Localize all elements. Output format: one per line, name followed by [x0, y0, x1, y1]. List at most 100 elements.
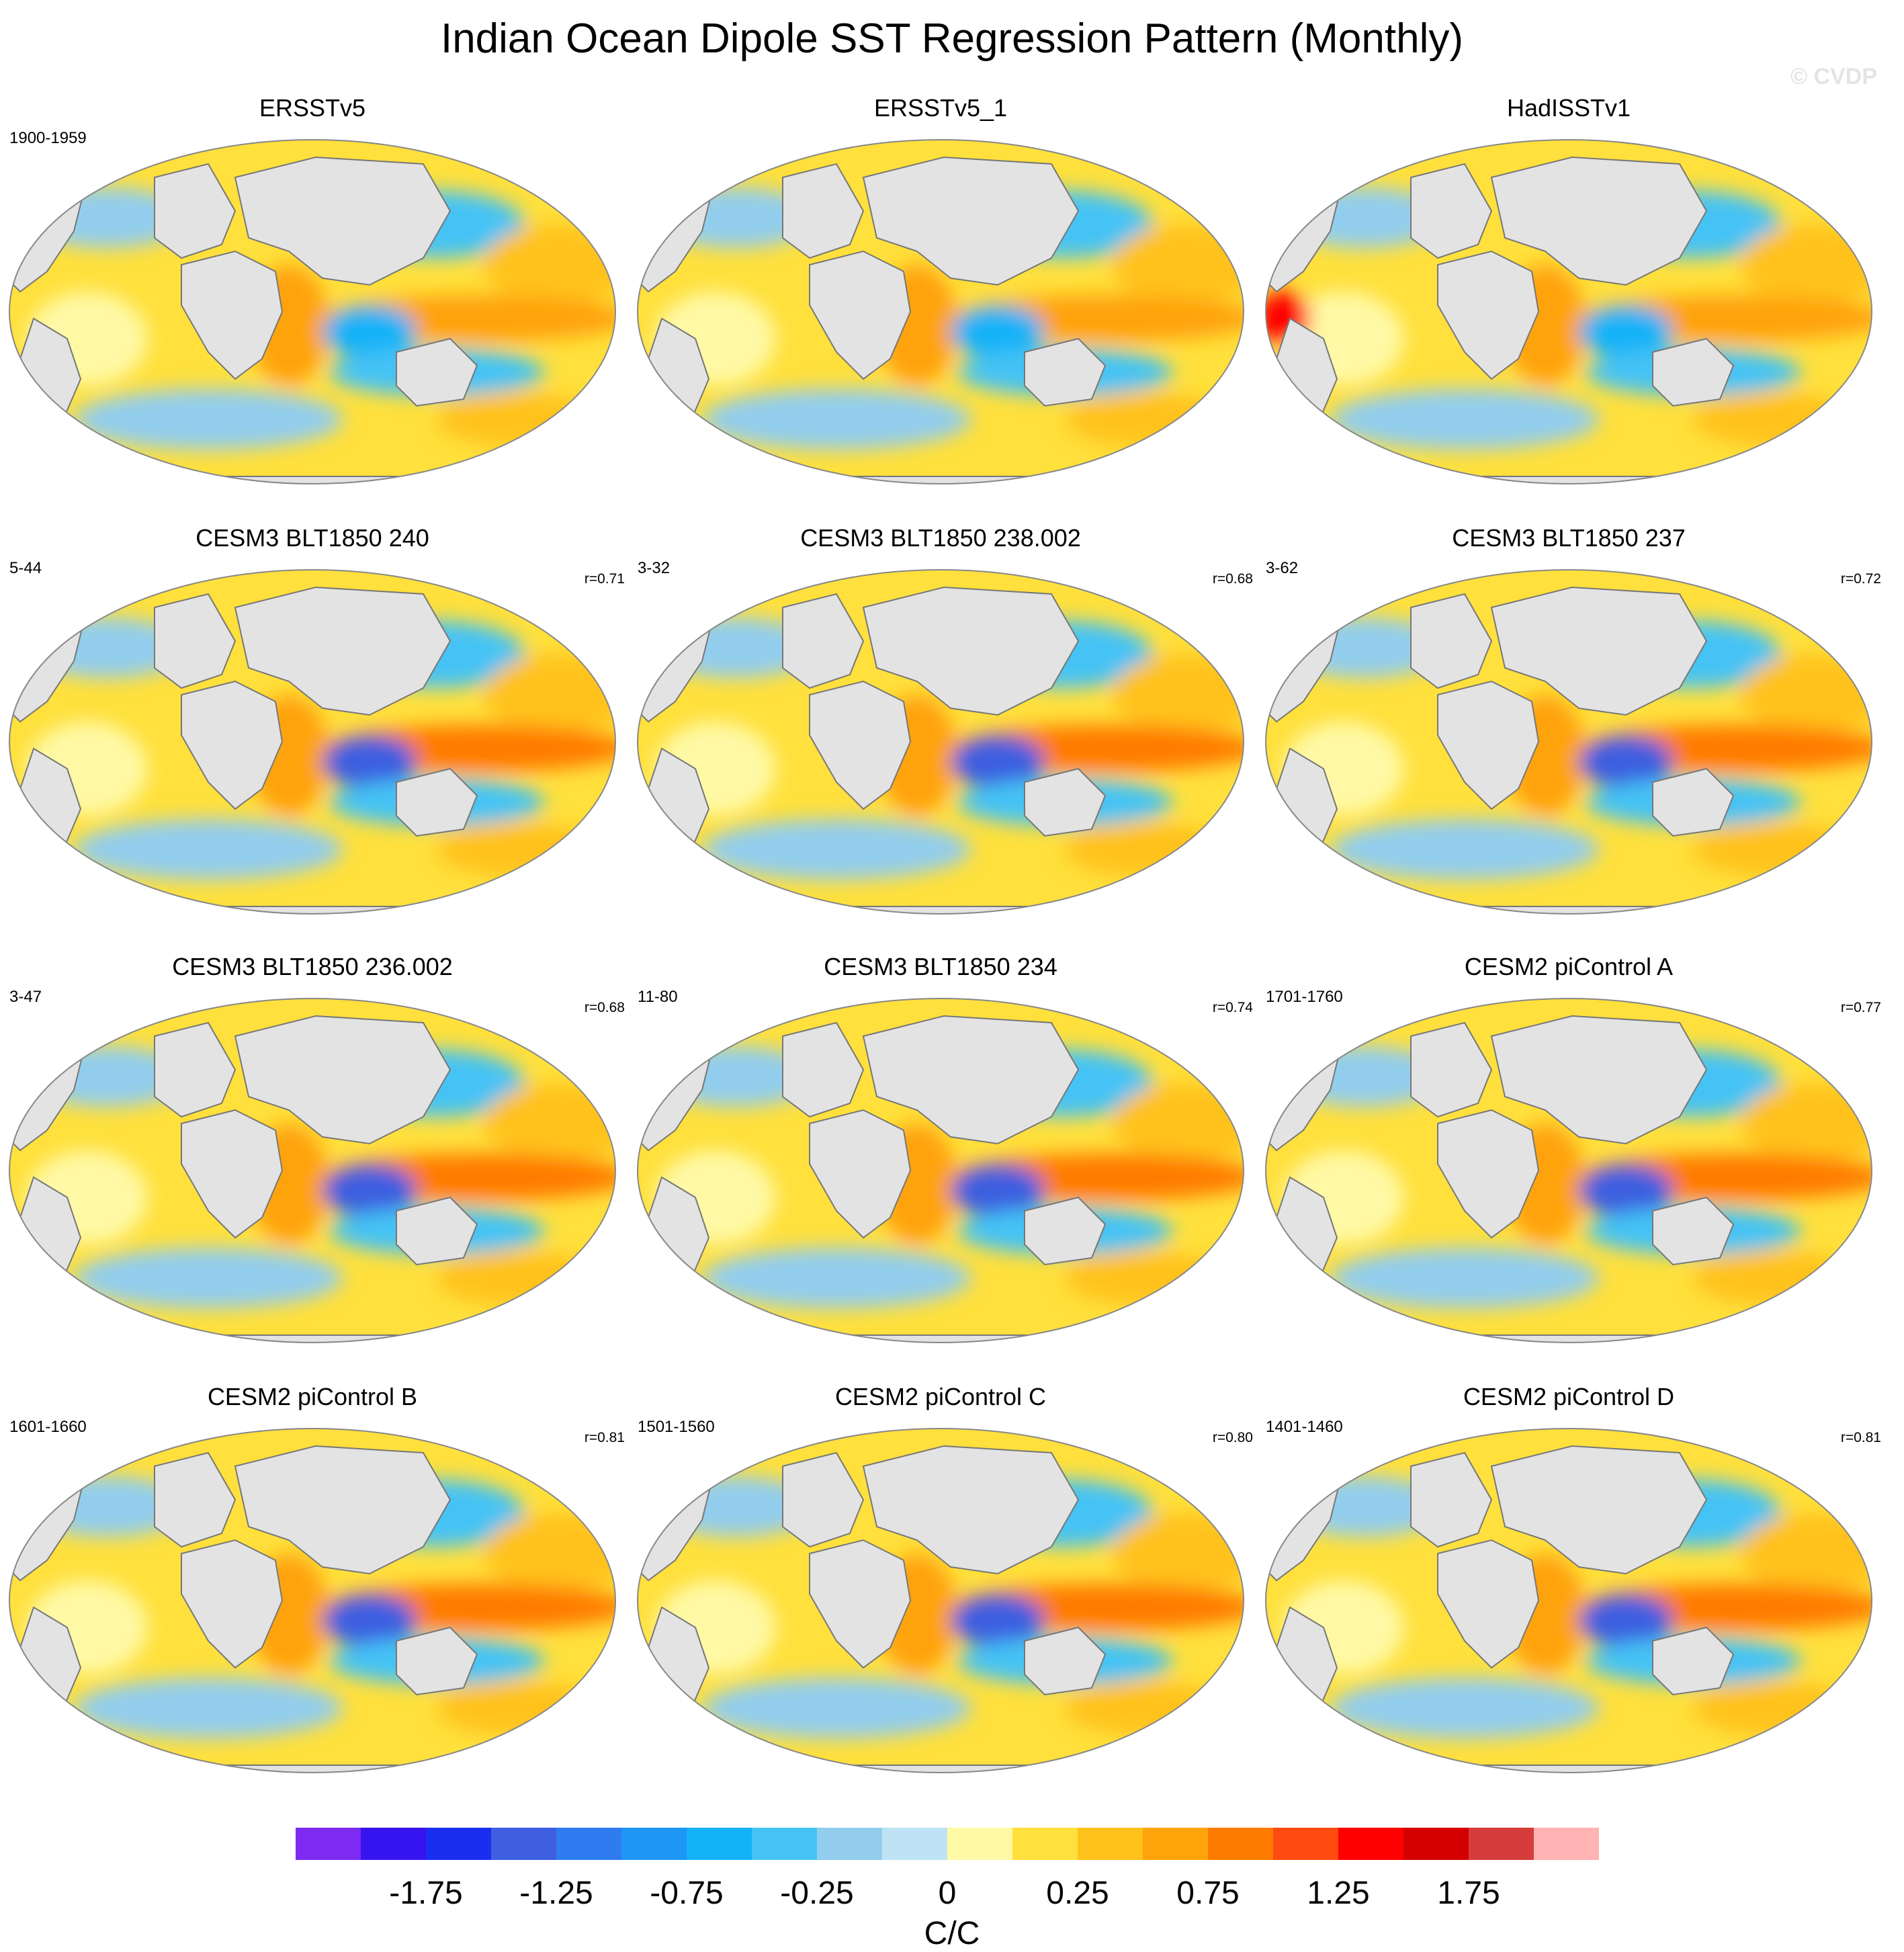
eurasia-land: [862, 156, 1080, 286]
greenland-europe-land: [782, 593, 865, 689]
east-indian-cool: [951, 1164, 1045, 1218]
east-indian-cool: [322, 735, 417, 789]
map-panel: CESM3 BLT1850 234 11-80 r=0.74: [628, 953, 1253, 1376]
antarctica-land: [9, 1334, 615, 1343]
map-period-label: 1701-1760: [1266, 988, 1343, 1006]
africa-land: [809, 680, 912, 810]
map-panel: CESM3 BLT1850 240 5-44 r=0.71: [0, 524, 625, 947]
eurasia-land: [1490, 1445, 1708, 1575]
sst-regression-map: [9, 1428, 616, 1773]
sst-regression-map: [9, 998, 616, 1343]
eurasia-land: [234, 156, 451, 286]
map-correlation-label: r=0.81: [584, 1430, 625, 1445]
map-panel-title: CESM2 piControl A: [1464, 953, 1674, 980]
east-indian-cool: [1579, 735, 1673, 789]
australia-land: [1652, 1626, 1735, 1696]
map-panel: HadISSTv1: [1256, 94, 1881, 517]
map-outline: [637, 998, 1244, 1343]
map-period-label: 3-32: [638, 559, 670, 577]
greenland-europe-land: [1410, 593, 1493, 689]
eurasia-land: [234, 586, 451, 716]
map-panel-title: CESM3 BLT1850 236.002: [172, 953, 453, 980]
australia-land: [396, 1196, 478, 1266]
greenland-europe-land: [154, 1451, 236, 1548]
east-indian-cool: [1579, 1164, 1673, 1218]
map-panel-title: ERSSTv5: [259, 94, 366, 122]
map-panel: CESM3 BLT1850 238.002 3-32 r=0.68: [628, 524, 1253, 947]
sst-regression-map: [9, 569, 616, 915]
africa-land: [1437, 250, 1540, 380]
sst-regression-map: [637, 998, 1244, 1343]
map-outline: [637, 139, 1244, 484]
map-panel: ERSSTv5_1: [628, 94, 1253, 517]
map-period-label: 1601-1660: [9, 1418, 87, 1436]
map-panel: ERSSTv5 1900-1959: [0, 94, 625, 517]
colorbar-units: C/C: [924, 1916, 980, 1951]
africa-land: [809, 1109, 912, 1239]
southern-ocean-cool: [1330, 1248, 1599, 1308]
map-panel: CESM2 piControl D 1401-1460 r=0.81: [1256, 1383, 1881, 1806]
eurasia-land: [862, 1015, 1080, 1145]
map-panel-title: CESM3 BLT1850 234: [824, 953, 1057, 980]
map-outline: [1265, 998, 1872, 1343]
australia-land: [1024, 1626, 1107, 1696]
antarctica-land: [1266, 1334, 1872, 1343]
east-indian-cool: [951, 735, 1045, 789]
map-period-label: 5-44: [9, 559, 42, 577]
eurasia-land: [1490, 156, 1708, 286]
africa-land: [181, 1109, 284, 1239]
map-period-label: 11-80: [638, 988, 678, 1006]
africa-land: [1437, 680, 1540, 810]
southern-ocean-cool: [702, 389, 971, 450]
map-correlation-label: r=0.71: [584, 571, 625, 587]
eurasia-land: [234, 1015, 451, 1145]
africa-land: [1437, 1109, 1540, 1239]
cvdp-watermark: © CVDP: [1790, 64, 1877, 89]
east-indian-cool: [951, 1594, 1045, 1648]
map-correlation-label: r=0.68: [1212, 571, 1253, 587]
map-panel-title: HadISSTv1: [1506, 94, 1631, 122]
map-correlation-label: r=0.80: [1212, 1430, 1253, 1445]
map-correlation-label: r=0.74: [1212, 1000, 1253, 1015]
map-period-label: 3-47: [9, 988, 42, 1006]
southern-ocean-cool: [74, 389, 343, 450]
eurasia-land: [234, 1445, 451, 1575]
map-outline: [1265, 1428, 1872, 1773]
africa-land: [181, 1539, 284, 1669]
greenland-europe-land: [1410, 163, 1493, 259]
greenland-europe-land: [782, 163, 865, 259]
africa-land: [181, 680, 284, 810]
sst-regression-map: [9, 139, 616, 484]
africa-land: [1437, 1539, 1540, 1669]
map-panel: CESM2 piControl B 1601-1660 r=0.81: [0, 1383, 625, 1806]
sst-regression-map: [637, 569, 1244, 915]
east-indian-cool: [951, 305, 1045, 359]
australia-land: [1652, 767, 1735, 837]
africa-land: [809, 250, 912, 380]
east-indian-cool: [322, 305, 417, 359]
greenland-europe-land: [1410, 1451, 1493, 1548]
southern-ocean-cool: [74, 819, 343, 880]
east-indian-cool: [322, 1164, 417, 1218]
antarctica-land: [638, 1765, 1244, 1773]
map-outline: [9, 139, 616, 484]
antarctica-land: [9, 1765, 615, 1773]
map-panel: CESM3 BLT1850 236.002 3-47 r=0.68: [0, 953, 625, 1376]
east-indian-cool: [1579, 1594, 1673, 1648]
antarctica-land: [638, 476, 1244, 484]
greenland-europe-land: [782, 1021, 865, 1118]
greenland-europe-land: [154, 1021, 236, 1118]
map-panel-title: CESM2 piControl D: [1463, 1383, 1675, 1410]
map-panel-title: CESM3 BLT1850 237: [1452, 524, 1686, 552]
southern-ocean-cool: [74, 1678, 343, 1738]
map-panel-title: CESM3 BLT1850 238.002: [800, 524, 1081, 552]
map-panel: CESM2 piControl A 1701-1760 r=0.77: [1256, 953, 1881, 1376]
australia-land: [1652, 337, 1735, 407]
map-panel: CESM3 BLT1850 237 3-62 r=0.72: [1256, 524, 1881, 947]
map-panel-title: CESM2 piControl B: [207, 1383, 418, 1410]
map-outline: [9, 569, 616, 915]
map-outline: [9, 998, 616, 1343]
australia-land: [396, 337, 478, 407]
australia-land: [1024, 767, 1107, 837]
